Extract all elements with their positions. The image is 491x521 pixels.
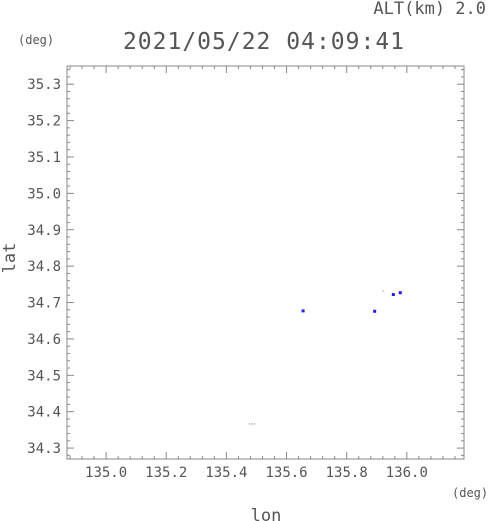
y-tick-label: 35.1 bbox=[27, 150, 61, 166]
y-tick-label: 34.4 bbox=[27, 405, 61, 421]
y-tick-label: 35.2 bbox=[27, 114, 61, 130]
data-point bbox=[391, 293, 395, 297]
tick-labels: 34.3 34.4 34.5 34.6 34.7 34.8 34.9 35.0 35.1 35.2… bbox=[27, 77, 428, 481]
axis-ticks bbox=[67, 66, 464, 459]
y-unit-label: (deg) bbox=[18, 33, 54, 47]
y-tick-label: 34.8 bbox=[27, 259, 61, 275]
chart-title: 2021/05/22 04:09:41 bbox=[123, 29, 405, 55]
data-points bbox=[249, 290, 402, 425]
x-unit-label: (deg) bbox=[452, 486, 488, 500]
x-tick-label: 135.8 bbox=[326, 465, 368, 481]
x-tick-label: 135.2 bbox=[145, 465, 187, 481]
data-point bbox=[398, 291, 402, 295]
x-tick-label: 136.0 bbox=[386, 465, 428, 481]
y-tick-label: 35.0 bbox=[27, 186, 61, 202]
y-tick-label: 34.7 bbox=[27, 296, 61, 312]
x-tick-label: 135.6 bbox=[265, 465, 307, 481]
y-tick-label: 34.3 bbox=[27, 441, 61, 457]
y-tick-label: 34.5 bbox=[27, 368, 61, 384]
y-axis-label: lat bbox=[0, 243, 20, 274]
y-tick-label: 35.3 bbox=[27, 77, 61, 93]
y-tick-label: 34.9 bbox=[27, 223, 61, 239]
x-axis-label: lon bbox=[251, 506, 282, 521]
data-point bbox=[373, 309, 377, 313]
data-point bbox=[251, 423, 253, 425]
data-point bbox=[249, 423, 251, 425]
altitude-label: ALT(km) 2.0 bbox=[373, 0, 486, 19]
x-tick-label: 135.0 bbox=[85, 465, 127, 481]
data-point bbox=[253, 423, 256, 425]
data-point bbox=[301, 309, 305, 313]
plot-frame bbox=[66, 65, 465, 460]
x-tick-label: 135.4 bbox=[205, 465, 247, 481]
y-tick-label: 34.6 bbox=[27, 332, 61, 348]
data-point bbox=[382, 290, 385, 292]
